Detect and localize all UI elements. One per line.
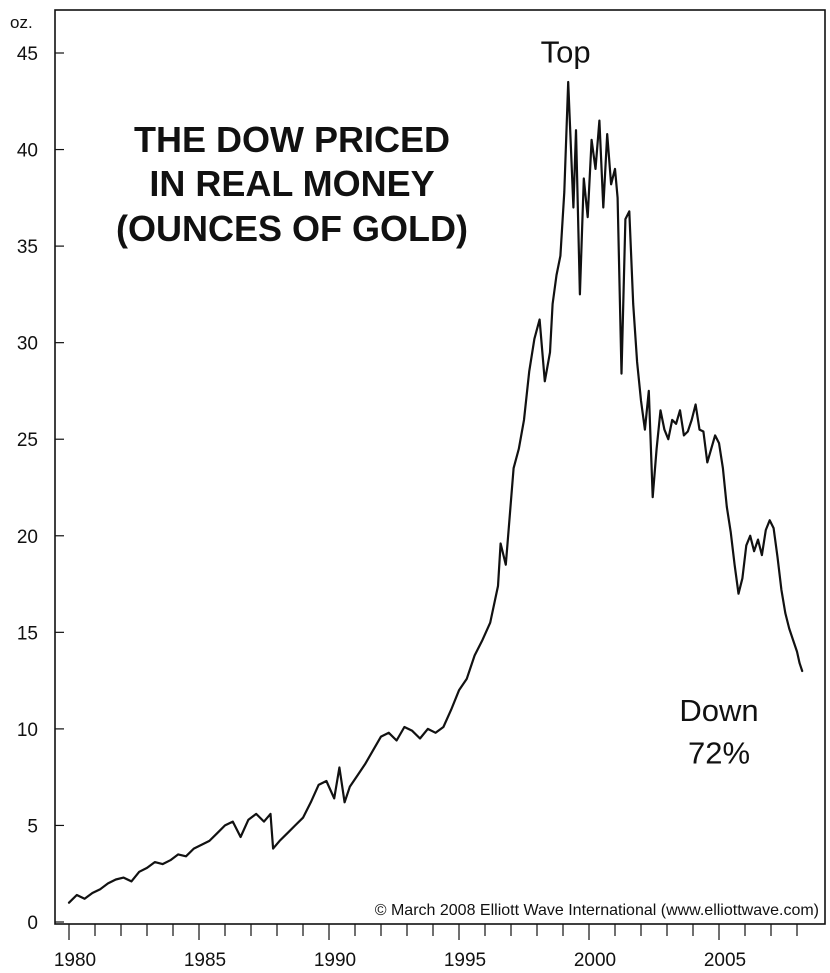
title-line-3: (OUNCES OF GOLD): [116, 208, 468, 249]
x-tick-label: 1985: [184, 950, 226, 971]
y-tick-label: 40: [17, 141, 38, 162]
y-tick-label: 5: [27, 816, 38, 837]
y-tick-label: 10: [17, 720, 38, 741]
x-axis: 1980 1985 1990 1995 2000 2005: [54, 924, 798, 971]
y-tick-label: 35: [17, 237, 38, 258]
title-line-1: THE DOW PRICED: [134, 119, 450, 160]
series-line: [67, 80, 804, 904]
x-tick-label: 1980: [54, 950, 96, 971]
x-tick-label: 2000: [574, 950, 616, 971]
copyright-credit: © March 2008 Elliott Wave International …: [375, 902, 819, 919]
y-tick-label: 25: [17, 430, 38, 451]
y-tick-label: 0: [27, 913, 38, 934]
y-tick-label: 15: [17, 623, 38, 644]
x-tick-label: 1990: [314, 950, 356, 971]
y-tick-label: 45: [17, 44, 38, 65]
y-tick-label: 20: [17, 527, 38, 548]
x-tick-label: 2005: [704, 950, 746, 971]
plot-frame: [54, 9, 826, 925]
x-tick-label: 1995: [444, 950, 486, 971]
y-tick-label: 30: [17, 334, 38, 355]
y-unit-label: oz.: [10, 13, 33, 32]
annotations: Top Down 72%: [541, 35, 759, 771]
chart-title: THE DOW PRICED IN REAL MONEY (OUNCES OF …: [116, 119, 468, 249]
annotation-label: Down: [679, 693, 758, 728]
annotation-label: 72%: [688, 736, 750, 771]
annotation-label: Top: [541, 35, 591, 70]
title-line-2: IN REAL MONEY: [149, 163, 434, 204]
series-group: [67, 80, 804, 904]
y-axis: 0 5 10 15 20 25 30 35 40 45: [17, 44, 64, 934]
